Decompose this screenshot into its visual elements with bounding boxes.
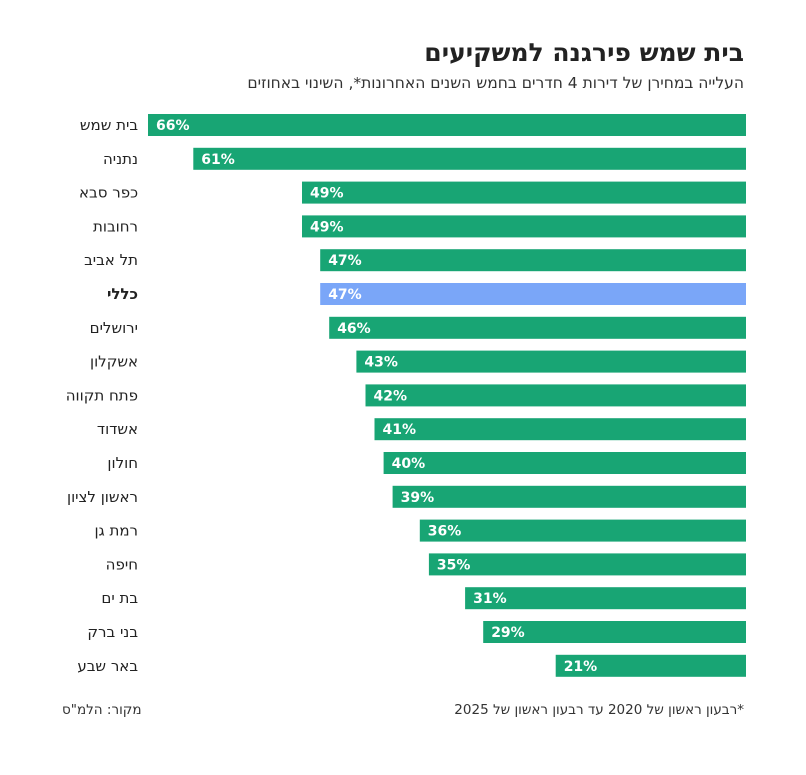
source-note: מקור: הלמ"ס [62,702,142,718]
category-label: נתניה [103,150,138,168]
bar [365,384,746,407]
bar-value-label: 47% [328,253,362,269]
bar-value-label: 41% [383,422,417,438]
category-label: רחובות [93,217,138,235]
category-label: כללי [107,285,138,303]
footnote: *רבעון ראשון של 2020 עד רבעון ראשון של 2… [454,702,744,718]
bar-value-label: 46% [337,321,371,337]
bar-value-label: 29% [491,625,525,641]
bar-value-label: 39% [401,490,435,506]
bar-value-label: 21% [564,659,598,675]
chart-subtitle: העלייה במחירן של דירות 4 חדרים בחמש השני… [247,74,744,92]
category-label: כפר סבא [79,184,138,202]
bar-value-label: 36% [428,524,462,540]
category-label: בני ברק [87,623,138,641]
bar-value-label: 49% [310,219,344,235]
bar-value-label: 61% [201,152,235,168]
bar [193,147,747,170]
bar-value-label: 42% [374,388,408,404]
bar-value-label: 43% [364,355,398,371]
chart-title: בית שמש פירגנה למשקיעים [424,38,744,67]
bar [302,181,746,204]
bar [148,114,746,136]
bar-value-label: 40% [392,456,426,472]
bar [302,215,746,238]
category-label: ירושלים [90,319,138,337]
bar-value-label: 35% [437,557,471,573]
bar [419,519,746,542]
category-label: ראשון לציון [67,488,138,506]
category-label: חולון [107,454,138,472]
bar [428,553,746,576]
category-label: בת ים [101,589,138,607]
bar-chart: 66% בית שמש 61% נתניה 49% כפר סבא 49% רחובות 47%… [66,114,747,677]
category-label: באר שבע [77,657,138,675]
bar [465,587,746,610]
bar [374,418,746,441]
bar [320,249,746,272]
bar [392,485,746,508]
bar-value-label: 66% [156,118,190,134]
bar-value-label: 49% [310,186,344,202]
bar-value-label: 31% [473,591,507,607]
bar [555,654,746,677]
bar [320,283,746,305]
category-label: אשקלון [90,353,138,371]
category-label: רמת גן [94,522,138,540]
bar-value-label: 47% [328,287,362,303]
bar [356,350,746,373]
category-label: תל אביב [84,251,138,269]
category-label: אשדוד [97,420,138,438]
category-label: בית שמש [80,116,138,134]
category-label: חיפה [106,555,138,573]
category-label: פתח תקווה [66,386,138,404]
bar [483,621,746,643]
bar [383,452,746,474]
bar [329,316,746,339]
